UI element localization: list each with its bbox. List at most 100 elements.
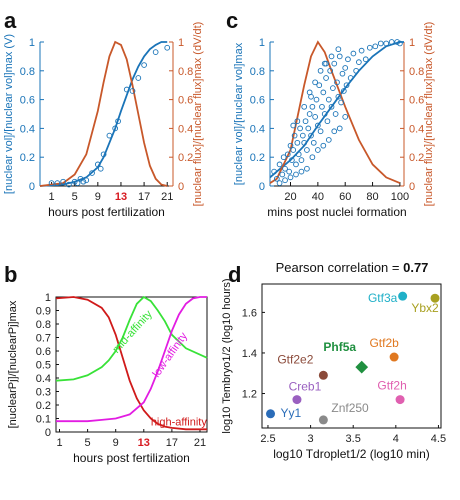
data-point (100, 151, 107, 158)
data-point (298, 168, 305, 175)
data-point (298, 157, 305, 163)
data-point (152, 49, 159, 55)
scatter-point (318, 370, 328, 380)
data-point (343, 82, 350, 89)
data-point (339, 70, 346, 77)
data-point (94, 161, 101, 168)
y-tick-label-left: 1 (29, 37, 35, 49)
y-tick-label: 1.2 (242, 389, 257, 401)
data-point (135, 75, 142, 81)
data-point (334, 79, 340, 86)
data-point (276, 161, 283, 168)
x-tick-label: 1 (56, 437, 62, 449)
scatter-point (430, 293, 440, 303)
series-label: high-affinity (151, 416, 208, 428)
title-value: 0.77 (403, 260, 428, 275)
y-tick-label-right: 0.2 (409, 152, 424, 164)
x-axis-title: hours post fertilization (48, 205, 165, 219)
data-point (316, 82, 323, 89)
series-line-blue (39, 41, 168, 187)
x-tick-label: 60 (339, 191, 351, 203)
title-text: Pearson correlation = (276, 260, 404, 275)
data-point (291, 132, 298, 139)
y-tick-label: 1.4 (242, 348, 257, 360)
x-tick-label: 100 (391, 191, 409, 203)
y-tick-label: 0.7 (36, 333, 51, 345)
y-tick-label: 0.4 (36, 373, 51, 385)
data-point (276, 180, 283, 186)
data-point (294, 118, 301, 125)
data-point (115, 118, 121, 125)
data-point (89, 170, 95, 176)
y-tick-label-left: 0.2 (250, 152, 265, 164)
y-axis-title: [nuclearPj]/[nuclearPj]max (7, 300, 19, 428)
y-tick-label-left: 0.2 (20, 152, 35, 164)
y-tick-label: 1 (45, 292, 51, 304)
data-point (301, 103, 308, 110)
data-point (342, 65, 349, 71)
data-point (338, 99, 344, 106)
data-point (310, 139, 317, 146)
x-tick-label: 20 (284, 191, 296, 203)
data-point (312, 79, 318, 86)
data-point (304, 147, 310, 153)
point-label: Creb1 (289, 380, 322, 394)
data-point (372, 43, 379, 50)
series-line-high-affinity (55, 296, 207, 431)
y-tick-label-right: 0.4 (409, 123, 424, 135)
y-axis-title-right: [nuclear flux]/[nuclear flux]max (dV/dt) (423, 22, 435, 207)
y-tick-label-right: 0.8 (178, 66, 193, 78)
data-point (304, 165, 310, 172)
data-point (129, 88, 136, 94)
y-tick-label: 0.3 (36, 387, 51, 399)
y-tick-label-left: 1 (259, 37, 265, 49)
data-point (331, 128, 338, 135)
y-tick-label-left: 0.4 (250, 123, 265, 135)
x-tick-label: 40 (312, 191, 324, 203)
point-label: Gtf3a (368, 291, 398, 305)
y-axis-title-left: [nuclear vol]/[nuclear vol]max (V) (3, 34, 15, 194)
series-line-low-affinity (56, 296, 207, 423)
data-point (362, 56, 369, 63)
point-label: Phf5a (323, 340, 356, 354)
point-label: Znf250 (331, 401, 369, 415)
x-tick-label: 21 (161, 191, 173, 203)
data-point (74, 180, 81, 186)
point-label: Gtf2e2 (277, 352, 313, 366)
data-point (328, 103, 335, 110)
data-point (315, 147, 321, 153)
y-tick-label-right: 0.2 (178, 152, 193, 164)
data-point (287, 142, 294, 149)
y-tick-label: 0.1 (36, 414, 51, 426)
data-point (279, 171, 286, 178)
x-tick-label: 3.5 (346, 433, 361, 445)
data-point (350, 50, 357, 57)
x-tick-label: 4.5 (431, 433, 446, 445)
data-point (271, 168, 277, 175)
chart-title: Pearson correlation = 0.77 (276, 260, 429, 275)
data-point (280, 154, 287, 161)
x-tick-label: 13 (138, 437, 150, 449)
data-point (112, 125, 119, 132)
y-tick-label: 0.8 (36, 319, 51, 331)
data-point (97, 165, 104, 172)
data-point (319, 103, 325, 110)
data-point (321, 111, 328, 117)
data-point (347, 75, 354, 81)
y-tick-label-left: 0 (259, 181, 265, 193)
x-tick-label: 4 (393, 433, 399, 445)
data-point (71, 178, 78, 185)
y-tick-label: 0.6 (36, 346, 51, 358)
x-tick-label: 21 (194, 437, 206, 449)
data-point (301, 139, 308, 146)
y-tick-label-right: 0.8 (409, 66, 424, 78)
x-tick-label: 3 (308, 433, 314, 445)
data-point (325, 96, 332, 103)
data-point (308, 132, 314, 139)
data-point (388, 39, 395, 45)
data-point (315, 122, 321, 129)
scatter-point (292, 395, 302, 405)
data-point (293, 171, 299, 178)
data-point (317, 128, 324, 135)
data-point (330, 85, 336, 91)
